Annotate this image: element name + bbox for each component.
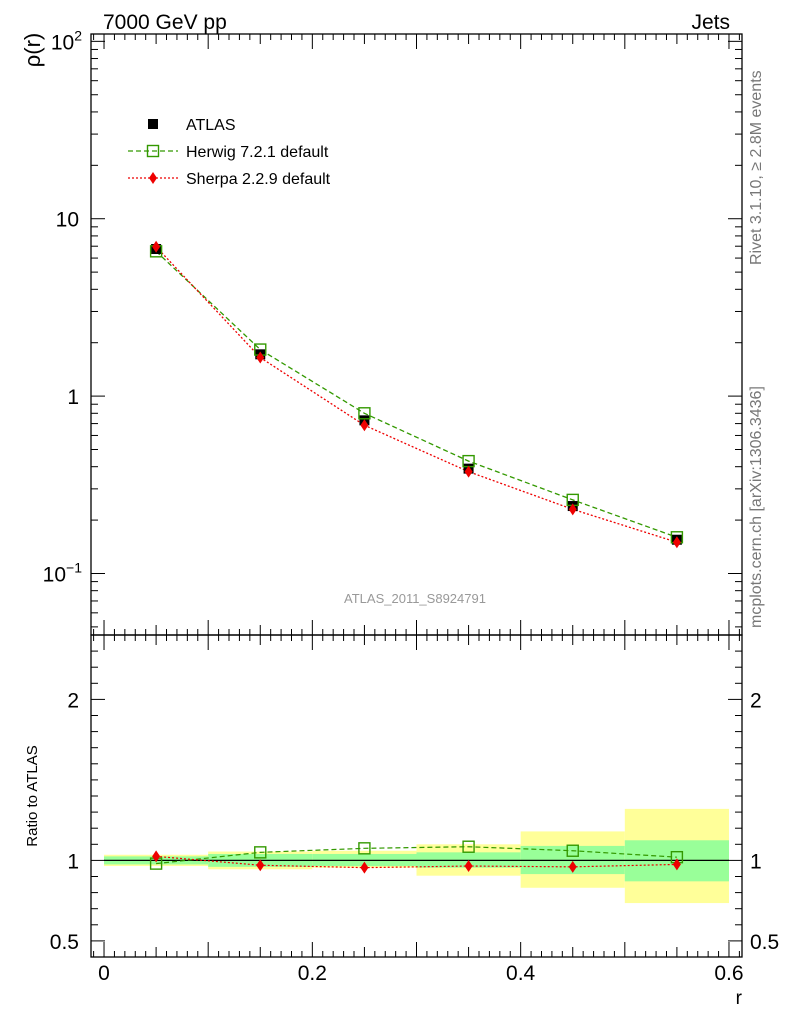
ratio-herwig-line bbox=[156, 846, 677, 865]
legend-herwig-label: Herwig 7.2.1 default bbox=[186, 144, 329, 161]
sherpa-line bbox=[155, 246, 678, 543]
tick-exponent: −1 bbox=[66, 559, 82, 575]
ratio-axis-ticks bbox=[91, 634, 742, 957]
x-tick-label: 0.6 bbox=[714, 962, 743, 985]
ratio-y-tick-label-right: 0.5 bbox=[750, 931, 779, 954]
ratio-herwig-point bbox=[462, 840, 475, 853]
main-y-tick-label: 10−1 bbox=[43, 559, 83, 586]
ratio-sherpa-line bbox=[156, 855, 677, 869]
ratio-y-tick-label-right: 1 bbox=[750, 850, 762, 873]
ratio-y-tick-label-left: 2 bbox=[67, 689, 79, 712]
sherpa-point bbox=[568, 503, 577, 516]
legend-atlas-label: ATLAS bbox=[186, 117, 236, 134]
main-axis-ticks bbox=[91, 34, 742, 635]
main-y-axis-label: ρ(r) bbox=[20, 33, 45, 68]
ratio-y-tick-label-left: 1 bbox=[67, 850, 79, 873]
x-tick-labels: 0 0.2 0.4 0.6 bbox=[98, 962, 743, 985]
sherpa-point bbox=[152, 240, 161, 253]
ratio-sherpa-point bbox=[464, 860, 473, 873]
ratio-herwig-point bbox=[254, 846, 267, 859]
y-label-symbol: ρ bbox=[20, 55, 45, 68]
tick-exponent: 2 bbox=[74, 27, 82, 43]
legend-sherpa-marker bbox=[149, 172, 157, 184]
x-axis-label: r bbox=[736, 988, 743, 1009]
ratio-sherpa-point bbox=[568, 860, 577, 873]
x-tick-label: 0.4 bbox=[506, 962, 536, 985]
chart-header-right: Jets bbox=[691, 11, 730, 34]
herwig-point bbox=[358, 407, 371, 420]
legend-sherpa-label: Sherpa 2.2.9 default bbox=[186, 171, 331, 188]
sherpa-point bbox=[464, 465, 473, 478]
chart-header-left: 7000 GeV pp bbox=[103, 11, 227, 34]
analysis-id-watermark: ATLAS_2011_S8924791 bbox=[344, 591, 486, 606]
ratio-y-tick-labels: 2 2 1 1 0.5 0.5 bbox=[50, 689, 779, 954]
x-tick-label: 0 bbox=[98, 962, 110, 985]
ratio-y-tick-label-left: 0.5 bbox=[50, 931, 79, 954]
main-y-tick-label: 10 bbox=[56, 209, 79, 232]
y-label-paren-close: ) bbox=[20, 33, 45, 40]
legend-herwig-marker bbox=[146, 144, 160, 158]
ratio-herwig-point bbox=[358, 842, 371, 855]
sherpa-point bbox=[672, 536, 681, 549]
y-label-variable: r bbox=[20, 40, 45, 47]
ratio-data-layer bbox=[149, 840, 684, 874]
ratio-plot-frame bbox=[90, 634, 743, 958]
ratio-y-axis-label: Ratio to ATLAS bbox=[24, 745, 41, 846]
tick-base: 10 bbox=[43, 563, 66, 586]
ratio-uncertainty-bands bbox=[104, 808, 729, 904]
sherpa-point bbox=[360, 419, 369, 432]
ratio-herwig-point bbox=[566, 844, 579, 857]
y-label-paren-open: ( bbox=[20, 47, 45, 55]
ratio-sherpa-point bbox=[152, 850, 161, 863]
legend-atlas-marker bbox=[148, 119, 158, 129]
ratio-sherpa-point bbox=[672, 858, 681, 871]
ratio-sherpa-point bbox=[360, 861, 369, 874]
tick-base: 10 bbox=[51, 31, 74, 54]
ratio-y-tick-label-right: 2 bbox=[750, 689, 762, 712]
main-y-tick-label: 1 bbox=[67, 386, 79, 409]
sherpa-point bbox=[256, 351, 265, 364]
ratio-sherpa-point bbox=[256, 859, 265, 872]
main-y-tick-label: 102 bbox=[51, 27, 82, 54]
main-panel: ATLAS Herwig 7.2.1 default Sherpa 2.2.9 de… bbox=[20, 27, 743, 636]
x-tick-label: 0.2 bbox=[298, 962, 327, 985]
herwig-line bbox=[155, 250, 678, 538]
tick-base: 10 bbox=[56, 209, 79, 232]
ratio-panel: 2 2 1 1 0.5 0.5 0 0.2 0.4 0.6 Ratio to ATLAS r bbox=[24, 634, 779, 1009]
tick-base: 1 bbox=[67, 386, 79, 409]
legend: ATLAS Herwig 7.2.1 default Sherpa 2.2.9 de… bbox=[128, 117, 331, 188]
main-data-layer bbox=[149, 240, 684, 549]
rivet-version-label: Rivet 3.1.10, ≥ 2.8M events bbox=[748, 70, 765, 265]
mcplots-reference-label: mcplots.cern.ch [arXiv:1306.3436] bbox=[748, 386, 765, 628]
